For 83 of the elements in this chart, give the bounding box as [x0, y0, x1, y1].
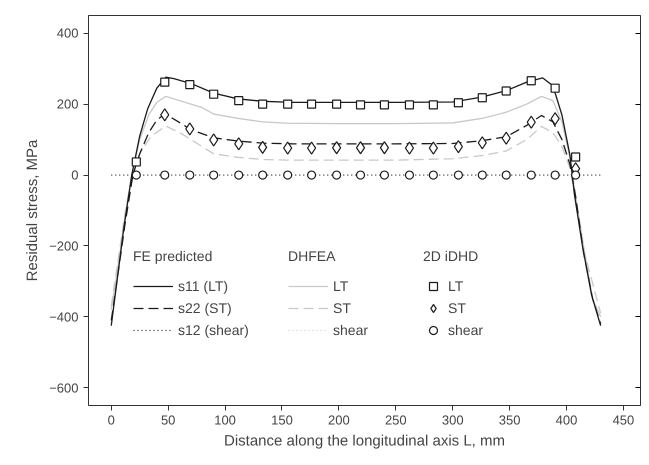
point [428, 142, 438, 155]
point [356, 170, 366, 180]
legend-label: ST [448, 300, 467, 316]
y-tick-label: 200 [56, 96, 79, 112]
point [234, 170, 244, 180]
point [428, 100, 438, 110]
point [306, 100, 316, 109]
point [356, 100, 366, 110]
point [404, 170, 414, 180]
point [502, 86, 511, 96]
point [404, 142, 414, 155]
x-axis-title: Distance along the longitudinal axis L, mm [224, 432, 506, 450]
point [185, 80, 194, 90]
point [454, 140, 463, 154]
point [258, 170, 268, 180]
point [160, 78, 170, 87]
y-tick-label: −400 [49, 309, 79, 324]
point [332, 141, 342, 154]
point [380, 141, 390, 154]
point [306, 170, 316, 180]
point [283, 142, 292, 155]
point [209, 90, 218, 99]
point [160, 108, 170, 122]
point [234, 137, 244, 150]
point [332, 100, 342, 109]
point [356, 141, 366, 154]
x-tick-label: 450 [612, 412, 634, 428]
x-tick-label: 0 [108, 412, 115, 428]
x-tick-label: 150 [271, 412, 293, 428]
legend-label: LT [448, 278, 464, 294]
point [160, 170, 170, 180]
legend-label: s11 (LT) [178, 278, 228, 294]
legend-label: shear [333, 322, 368, 338]
legend-label: LT [333, 278, 350, 294]
x-tick-label: 350 [498, 412, 520, 428]
legend-label: ST [333, 300, 352, 316]
legend-label: s22 (ST) [178, 300, 232, 316]
point [478, 170, 487, 180]
y-axis-title: Residual stress, MPa [24, 138, 42, 282]
y-tick-label: −200 [49, 238, 79, 254]
point [454, 98, 463, 108]
point [380, 170, 390, 180]
point [571, 170, 580, 180]
annotation: DHFEA [288, 248, 336, 264]
y-tick-label: 0 [71, 168, 79, 183]
annotation: FE predicted [133, 248, 214, 264]
point [283, 100, 292, 109]
point [478, 93, 487, 102]
point [571, 152, 580, 162]
point [132, 170, 141, 180]
legend-label: shear [448, 322, 484, 338]
point [526, 76, 536, 86]
x-tick-label: 300 [442, 412, 464, 428]
point [258, 100, 268, 109]
point [283, 170, 292, 180]
x-tick-label: 400 [556, 412, 578, 428]
point [550, 170, 560, 180]
x-tick-label: 250 [384, 412, 407, 428]
point [526, 116, 536, 129]
point [428, 170, 438, 180]
point [526, 170, 536, 180]
legend-label: s12 (shear) [178, 322, 249, 338]
point [478, 136, 487, 150]
point [332, 170, 342, 180]
point [502, 132, 511, 145]
y-tick-label: 400 [56, 26, 79, 41]
point [209, 170, 218, 180]
point [306, 142, 316, 155]
point [132, 157, 141, 167]
x-tick-label: 50 [160, 412, 176, 428]
point [185, 170, 194, 180]
point [234, 96, 244, 106]
point [550, 84, 560, 93]
point [454, 170, 463, 180]
point [404, 100, 414, 110]
point [258, 140, 268, 154]
annotation: 2D iDHD [423, 248, 480, 264]
x-tick-label: 100 [214, 412, 236, 428]
point [380, 100, 390, 110]
point [502, 170, 511, 180]
y-tick-label: −600 [49, 380, 79, 396]
x-tick-label: 200 [328, 412, 350, 428]
point [550, 112, 560, 126]
